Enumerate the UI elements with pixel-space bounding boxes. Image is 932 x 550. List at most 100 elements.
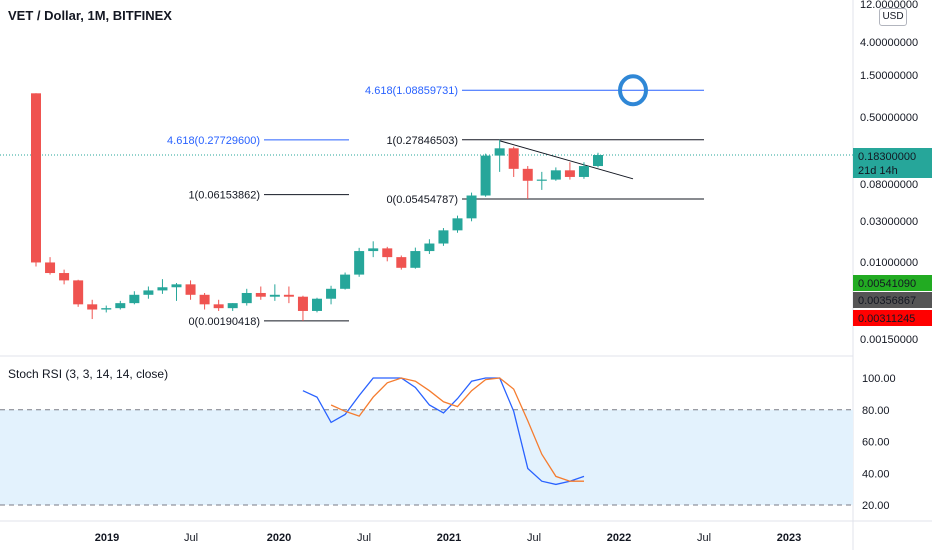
time-tick: Jul <box>697 532 711 544</box>
candle <box>129 291 140 305</box>
candle-body <box>340 274 351 289</box>
candle <box>354 247 365 277</box>
price-badge <box>853 292 932 308</box>
candle-body <box>312 298 322 311</box>
candle <box>241 288 252 306</box>
candle <box>87 299 98 320</box>
price-badge <box>853 275 932 291</box>
rsi-tick: 80.00 <box>862 405 890 417</box>
candle-body <box>466 195 477 219</box>
candle <box>424 239 435 254</box>
time-tick: 2020 <box>267 532 291 544</box>
price-tick: 12.0000000 <box>860 0 918 11</box>
candle-body <box>382 248 393 258</box>
rsi-tick: 100.00 <box>862 373 896 385</box>
candle <box>227 303 238 311</box>
candle <box>312 297 322 313</box>
candle-body <box>185 284 196 295</box>
trendline-upper <box>499 140 634 180</box>
candle <box>593 152 603 168</box>
rsi-band <box>0 409 853 505</box>
candle <box>536 171 547 190</box>
candle <box>115 300 126 310</box>
candle-body <box>326 288 337 299</box>
candle <box>199 292 210 310</box>
fib-label-3: 1(0.06153862) <box>188 190 260 202</box>
candle-body <box>73 280 84 305</box>
time-tick: Jul <box>357 532 371 544</box>
candle-body <box>522 168 533 181</box>
candle-body <box>494 148 505 156</box>
candle-body <box>578 166 589 177</box>
target-circle <box>618 74 648 107</box>
candle <box>101 305 112 313</box>
candle-body <box>143 290 154 295</box>
candle <box>45 257 56 275</box>
candle <box>157 279 168 294</box>
candle <box>171 282 182 301</box>
candle <box>297 295 308 321</box>
candle <box>522 166 533 199</box>
price-badge-label: 0.18300000 <box>858 151 916 163</box>
price-badge <box>853 310 932 326</box>
fib-label-5: 0(0.00190418) <box>188 316 260 328</box>
price-tick: 4.00000000 <box>860 37 918 49</box>
candle-body <box>452 218 463 231</box>
candle <box>410 247 421 269</box>
candle-body <box>396 257 407 268</box>
stoch-rsi-title: Stoch RSI (3, 3, 14, 14, close) <box>8 367 169 381</box>
candle <box>494 139 505 172</box>
candle-body <box>129 294 140 304</box>
candle <box>255 286 266 300</box>
candle <box>578 162 589 179</box>
candle-body <box>241 292 252 304</box>
candle <box>143 286 154 299</box>
candle-body <box>508 148 519 169</box>
candle-body <box>199 294 210 305</box>
candle-body <box>536 179 547 181</box>
candle <box>59 269 70 285</box>
chart-title: VET / Dollar, 1M, BITFINEX <box>8 8 172 23</box>
rsi-tick: 20.00 <box>862 500 890 512</box>
candle-body <box>297 296 308 311</box>
candle-body <box>480 155 491 196</box>
candle <box>283 286 294 304</box>
time-tick: Jul <box>527 532 541 544</box>
candle-body <box>269 294 280 297</box>
candle <box>382 246 393 262</box>
rsi-k-line <box>302 377 585 486</box>
candle <box>396 255 407 270</box>
candle-body <box>410 251 421 268</box>
rsi-d-line <box>330 377 584 482</box>
candle <box>466 192 477 222</box>
candle-body <box>550 170 561 180</box>
candle <box>438 228 449 246</box>
candle <box>31 93 41 267</box>
currency-selector[interactable]: USD <box>879 8 907 26</box>
price-badge-label: 0.00541090 <box>858 278 916 290</box>
candle <box>213 299 224 311</box>
time-tick: 2021 <box>437 532 461 544</box>
rsi-tick: 40.00 <box>862 468 890 480</box>
price-tick: 1.50000000 <box>860 70 918 82</box>
candle <box>480 153 491 197</box>
fib-label-4: 0(0.05454787) <box>386 194 458 206</box>
price-badge-countdown: 21d 14h <box>858 165 898 177</box>
price-tick: 0.00150000 <box>860 334 918 346</box>
candle-body <box>593 155 603 167</box>
time-tick: Jul <box>184 532 198 544</box>
price-badge <box>853 148 932 178</box>
candle-body <box>157 287 168 291</box>
price-tick: 0.03000000 <box>860 216 918 228</box>
candle <box>269 284 280 301</box>
candle-body <box>31 93 41 263</box>
candle-body <box>45 262 56 274</box>
price-tick: 0.08000000 <box>860 179 918 191</box>
time-tick: 2023 <box>777 532 801 544</box>
candle <box>368 241 379 258</box>
price-tick: 0.50000000 <box>860 112 918 124</box>
candle-body <box>283 294 294 297</box>
fib-label-0: 4.618(1.08859731) <box>365 85 458 97</box>
candle <box>564 162 575 180</box>
